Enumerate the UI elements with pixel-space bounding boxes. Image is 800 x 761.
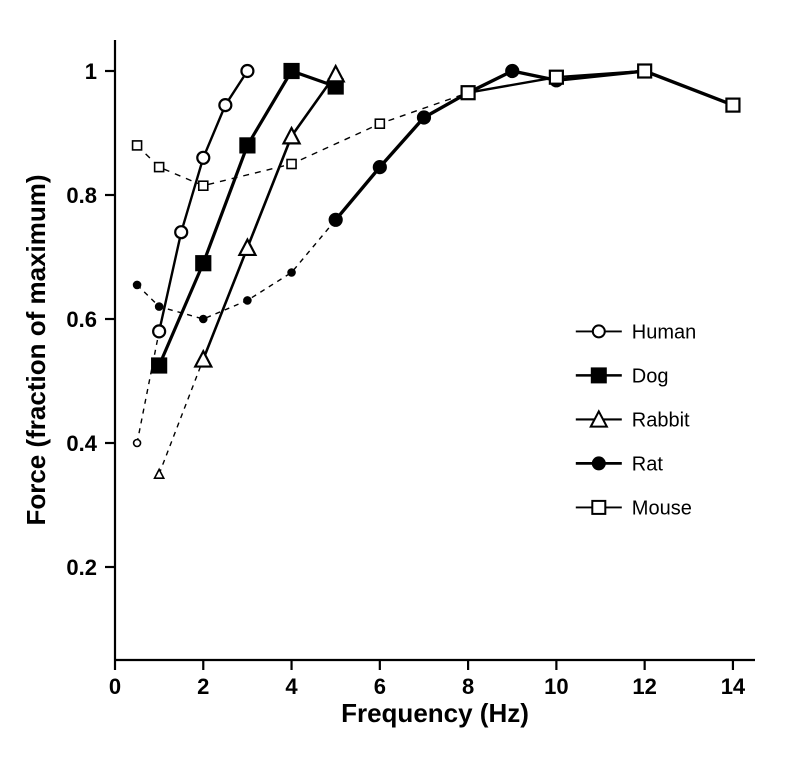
- legend-label: Mouse: [632, 497, 692, 519]
- legend-label: Human: [632, 321, 696, 343]
- x-tick-label: 14: [721, 674, 746, 699]
- legend-label: Dog: [632, 365, 669, 387]
- x-axis-label: Frequency (Hz): [341, 698, 529, 728]
- x-tick-label: 4: [285, 674, 298, 699]
- y-tick-label: 0.4: [66, 431, 97, 456]
- force-frequency-chart: 0 2 4 6 8 10 12 14 0.2 0.4 0.6 0.8 1 Frequency (Hz) Fo…: [0, 0, 800, 761]
- legend-label: Rabbit: [632, 409, 690, 431]
- y-tick-label: 0.2: [66, 555, 97, 580]
- legend-label: Rat: [632, 453, 664, 475]
- y-tick-label: 0.8: [66, 183, 97, 208]
- y-tick-label: 0.6: [66, 307, 97, 332]
- x-tick-label: 12: [632, 674, 656, 699]
- x-tick-label: 8: [462, 674, 474, 699]
- y-axis-label: Force (fraction of maximum): [21, 174, 51, 525]
- x-tick-label: 10: [544, 674, 568, 699]
- y-tick-label: 1: [85, 59, 97, 84]
- x-tick-label: 2: [197, 674, 209, 699]
- x-tick-label: 6: [374, 674, 386, 699]
- x-tick-label: 0: [109, 674, 121, 699]
